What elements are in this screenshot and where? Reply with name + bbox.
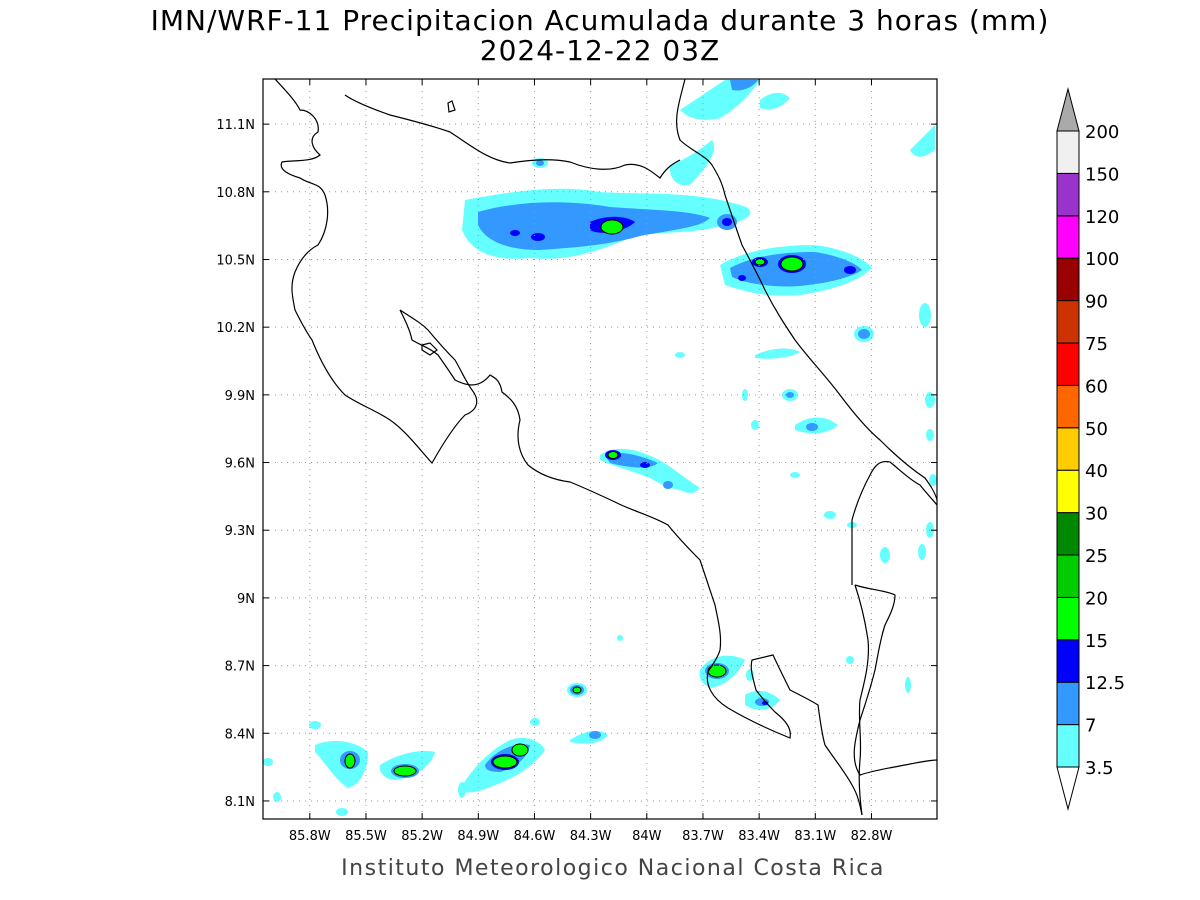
- colorbar-label: 100: [1085, 249, 1119, 270]
- colorbar-segment: [1056, 724, 1080, 768]
- colorbar-label: 75: [1085, 334, 1108, 355]
- colorbar-label: 150: [1085, 164, 1119, 185]
- colorbar-label: 30: [1085, 504, 1108, 525]
- y-tick-label: 11.1N: [216, 118, 255, 133]
- map-grid: [263, 79, 937, 819]
- colorbar-segment: [1056, 215, 1080, 259]
- colorbar-segment: [1056, 427, 1080, 471]
- colorbar-segment: [1056, 342, 1080, 386]
- colorbar-label: 200: [1085, 122, 1119, 143]
- colorbar-segment: [1056, 554, 1080, 598]
- x-tick-label: 84.3W: [570, 829, 612, 844]
- x-tick-label: 83.7W: [682, 829, 724, 844]
- coastline-panama-south: [853, 584, 937, 776]
- x-tick-label: 84.9W: [457, 829, 499, 844]
- colorbar-label: 40: [1085, 461, 1108, 482]
- plot-frame: [262, 78, 938, 820]
- colorbar-label: 15: [1085, 631, 1108, 652]
- coastline-nicoya-gulf: [399, 309, 863, 816]
- x-tick-label: 85.8W: [289, 829, 331, 844]
- x-tick-label: 85.2W: [401, 829, 443, 844]
- border-panama: [851, 460, 937, 585]
- colorbar-below-triangle: [1056, 766, 1080, 811]
- y-tick-label: 8.4N: [225, 727, 255, 742]
- y-tick-label: 8.7N: [225, 660, 255, 675]
- y-tick-label: 8.1N: [225, 795, 255, 810]
- colorbar-label: 20: [1085, 588, 1108, 609]
- colorbar-segment: [1056, 384, 1080, 429]
- y-tick-label: 9.6N: [225, 457, 255, 472]
- colorbar-label: 90: [1085, 292, 1108, 313]
- colorbar-label: 12.5: [1085, 673, 1125, 694]
- footer-credit: Instituto Meteorologico Nacional Costa R…: [341, 856, 885, 881]
- colorbar-label: 50: [1085, 419, 1108, 440]
- border-nicaragua: [344, 94, 681, 179]
- y-tick-label: 9.9N: [225, 389, 255, 404]
- x-tick-label: 84W: [632, 829, 662, 844]
- colorbar-segment: [1056, 512, 1080, 556]
- y-tick-label: 9N: [237, 592, 255, 607]
- x-tick-label: 82.8W: [851, 829, 893, 844]
- island-small: [447, 100, 456, 113]
- colorbar-label: 3.5: [1085, 758, 1114, 779]
- axis-ticks: 85.8W 85.5W 85.2W 84.9W 84.6W 84.3W 84W 83.7W 83…: [216, 79, 937, 844]
- colorbar-segment: [1056, 469, 1080, 514]
- colorbar-label: 60: [1085, 376, 1108, 397]
- coastline-nicaragua-north: [274, 79, 478, 465]
- x-tick-label: 84.6W: [514, 829, 556, 844]
- island-lake: [421, 342, 438, 356]
- colorbar-segment: [1056, 596, 1080, 641]
- x-tick-label: 83.1W: [794, 829, 836, 844]
- rain-band-north: [462, 80, 935, 259]
- rain-band-south: [263, 635, 911, 816]
- y-tick-label: 10.8N: [216, 186, 255, 201]
- y-tick-label: 10.2N: [216, 321, 255, 336]
- coastline-osa-peninsula: [854, 584, 870, 816]
- x-tick-label: 85.5W: [345, 829, 387, 844]
- chart-title: IMN/WRF-11 Precipitacion Acumulada duran…: [150, 4, 1050, 37]
- colorbar-label: 7: [1085, 716, 1096, 737]
- rain-band-northeast: [675, 245, 937, 563]
- colorbar-above-triangle: [1056, 87, 1080, 132]
- coastline-caribbean: [676, 79, 937, 501]
- precipitation-field: [263, 80, 937, 816]
- chart-subtitle-timestamp: 2024-12-22 03Z: [479, 34, 721, 67]
- y-tick-label: 9.3N: [225, 524, 255, 539]
- colorbar-segment: [1056, 639, 1080, 683]
- colorbar-segment: [1056, 300, 1080, 344]
- colorbar: 3.5 7 12.5 15 20 25 30 40 50 60 75 90 100 120 150 200: [1056, 87, 1125, 811]
- colorbar-segment: [1056, 257, 1080, 302]
- colorbar-segment: [1056, 130, 1080, 174]
- colorbar-label: 25: [1085, 546, 1108, 567]
- colorbar-segment: [1056, 172, 1080, 217]
- colorbar-label: 120: [1085, 207, 1119, 228]
- y-tick-label: 10.5N: [216, 253, 255, 268]
- colorbar-segment: [1056, 681, 1080, 726]
- rain-band-central: [600, 448, 700, 493]
- x-tick-label: 83.4W: [738, 829, 780, 844]
- coastline: [274, 79, 937, 816]
